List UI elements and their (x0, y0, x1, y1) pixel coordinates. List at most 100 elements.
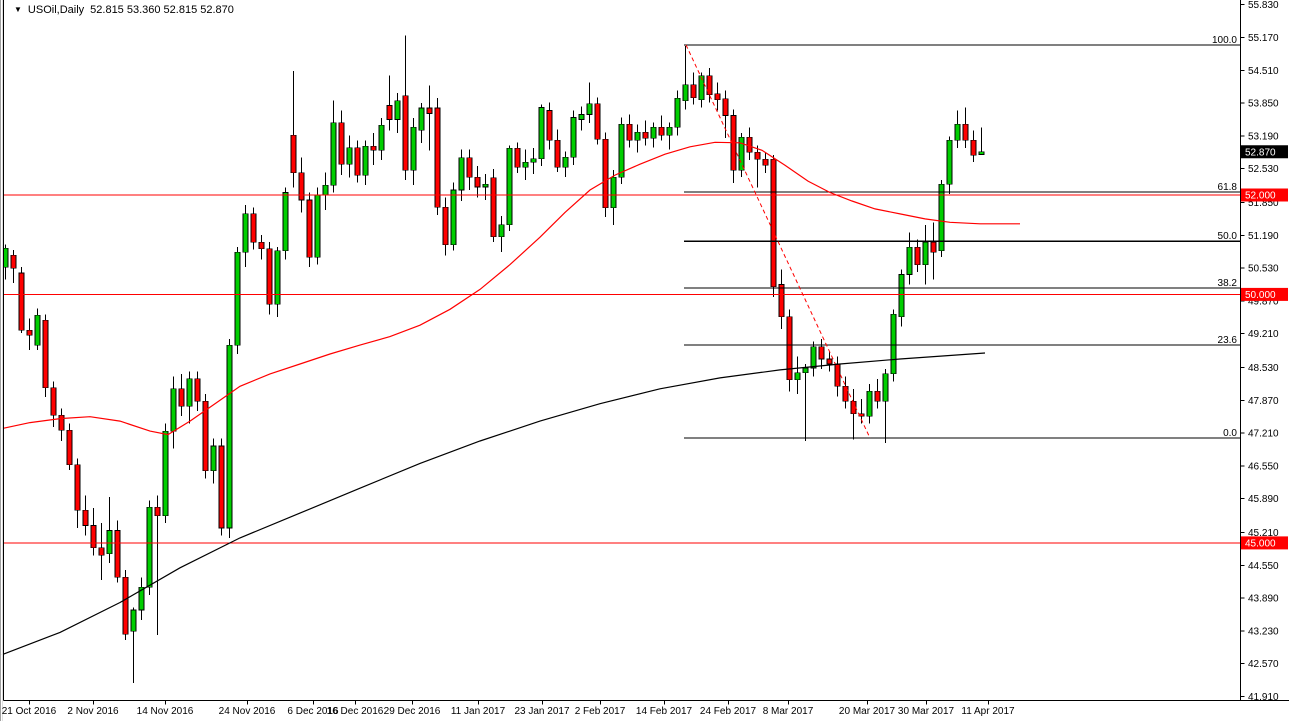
candle (666, 127, 673, 136)
candle (930, 241, 937, 253)
candle (578, 114, 585, 120)
candle (810, 346, 817, 369)
candle (26, 329, 33, 336)
price-badge (1241, 188, 1288, 202)
candle (754, 151, 761, 160)
candle (274, 250, 281, 305)
candle (914, 246, 921, 265)
symbol-label: USOil,Daily (27, 4, 85, 16)
fib-level-label: 0.0 (1223, 428, 1237, 439)
candle (90, 525, 97, 549)
candle (266, 248, 273, 305)
y-axis-tick-label: 45.210 (1248, 528, 1279, 539)
x-axis-date-label: 21 Oct 2016 (2, 706, 57, 717)
y-axis-tick-label: 53.850 (1248, 99, 1279, 110)
candle (298, 172, 305, 201)
candle (522, 161, 529, 168)
ma-black-line (1, 352, 986, 656)
candle (98, 547, 105, 556)
y-axis-tick-label: 44.550 (1248, 561, 1279, 572)
candle (634, 132, 641, 141)
candle (338, 122, 345, 165)
candle (594, 103, 601, 140)
candle (386, 105, 393, 120)
candle (130, 609, 137, 632)
candle (514, 147, 521, 168)
y-axis-tick-label: 49.870 (1248, 296, 1279, 307)
y-axis-tick-label: 46.550 (1248, 461, 1279, 472)
candle (170, 388, 177, 432)
candle (154, 506, 161, 516)
candle (738, 137, 745, 171)
candle (250, 213, 257, 243)
candle (642, 132, 649, 139)
fib-trendline[interactable] (685, 44, 871, 439)
x-axis-date-label: 20 Mar 2017 (839, 706, 896, 717)
candle (586, 103, 593, 115)
candle (66, 429, 73, 466)
candle (562, 156, 569, 168)
candle (186, 378, 193, 407)
candle (786, 316, 793, 381)
candle (50, 387, 57, 416)
candle (882, 373, 889, 402)
candle (82, 509, 89, 526)
candle (18, 272, 25, 331)
candle (194, 378, 201, 402)
y-axis-tick-label: 41.910 (1248, 692, 1279, 703)
candle (146, 506, 153, 588)
symbol-dropdown-icon[interactable]: ▼ (14, 5, 22, 14)
candle (10, 254, 17, 269)
x-axis-date-label: 11 Apr 2017 (961, 706, 1015, 717)
price-badge (1241, 287, 1288, 301)
candle (74, 464, 81, 511)
candle (530, 158, 537, 163)
candle (746, 137, 753, 153)
candle (402, 95, 409, 171)
candle (698, 75, 705, 100)
candle (378, 125, 385, 151)
candle (394, 100, 401, 120)
candle (346, 147, 353, 165)
x-axis-date-label: 14 Feb 2017 (636, 706, 693, 717)
y-axis-tick-label: 45.890 (1248, 494, 1279, 505)
candle (410, 127, 417, 171)
candle (498, 224, 505, 238)
candle (970, 140, 977, 156)
candle (34, 314, 41, 346)
candle (490, 177, 497, 238)
candle (538, 107, 545, 160)
candle (658, 127, 665, 136)
candle (106, 530, 113, 555)
candle (474, 176, 481, 188)
candle (674, 97, 681, 128)
candle (210, 445, 217, 472)
y-axis-tick-label: 48.530 (1248, 363, 1279, 374)
candle (570, 117, 577, 158)
price-badge (1241, 536, 1288, 550)
candle (602, 139, 609, 209)
candle (954, 124, 961, 141)
candle (866, 391, 873, 417)
x-axis-date-label: 2 Nov 2016 (67, 706, 119, 717)
candle (282, 192, 289, 251)
x-axis-date-label: 30 Mar 2017 (898, 706, 955, 717)
fib-level-label: 23.6 (1218, 335, 1238, 346)
candle (722, 98, 729, 116)
y-axis-tick-label: 51.850 (1248, 198, 1279, 209)
candle (314, 194, 321, 258)
candle (898, 274, 905, 318)
candle (466, 157, 473, 178)
candle (506, 147, 513, 226)
candle (58, 414, 65, 431)
price-badge-label: 45.000 (1245, 538, 1276, 549)
y-axis-tick-label: 43.230 (1248, 626, 1279, 637)
candle (962, 124, 969, 141)
chart-title: ▼ USOil,Daily 52.815 53.360 52.815 52.87… (14, 4, 234, 16)
candle (842, 386, 849, 402)
candle (682, 84, 689, 101)
candle (202, 400, 209, 472)
y-axis-tick-label: 42.570 (1248, 659, 1279, 670)
